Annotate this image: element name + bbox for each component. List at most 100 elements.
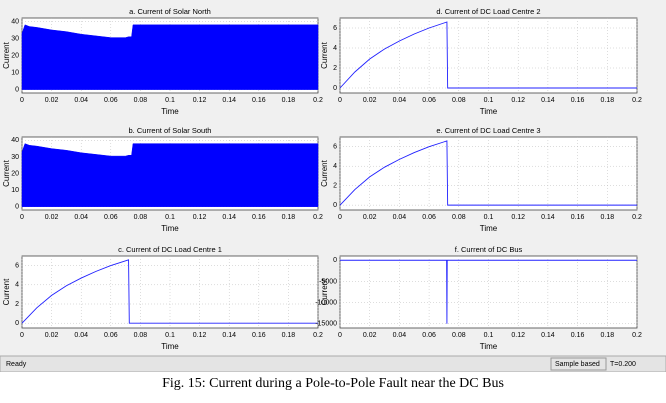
- x-tick-label: 0.04: [393, 332, 407, 339]
- x-tick-label: 0.2: [632, 332, 642, 339]
- caption: Fig. 15: Current during a Pole-to-Pole F…: [162, 376, 504, 391]
- x-tick-label: 0.14: [541, 214, 555, 221]
- x-tick-label: 0.08: [134, 97, 148, 104]
- x-tick-label: 0.12: [193, 332, 207, 339]
- x-tick-label: 0.02: [363, 97, 377, 104]
- line: [339, 140, 637, 206]
- x-tick-label: 0.04: [74, 97, 88, 104]
- x-tick-label: 0.18: [282, 97, 296, 104]
- chart-title: f. Current of DC Bus: [455, 245, 523, 254]
- x-tick-label: 0.16: [252, 332, 266, 339]
- x-tick-label: 0.02: [363, 332, 377, 339]
- x-tick-label: 0: [20, 332, 24, 339]
- y-tick-label: 30: [11, 154, 19, 161]
- x-tick-label: 0.1: [484, 97, 494, 104]
- y-axis-label: Current: [320, 278, 329, 305]
- x-tick-label: 0.08: [452, 332, 466, 339]
- x-tick-label: 0: [20, 97, 24, 104]
- y-tick-label: 0: [15, 204, 19, 211]
- x-tick-label: 0.2: [313, 332, 323, 339]
- y-tick-label: 20: [11, 170, 19, 177]
- x-tick-label: 0.06: [422, 214, 436, 221]
- x-tick-label: 0.1: [165, 214, 175, 221]
- x-axis-label: Time: [161, 107, 179, 116]
- x-tick-label: 0.06: [104, 332, 118, 339]
- y-tick-label: 4: [333, 163, 337, 170]
- x-tick-label: 0.16: [252, 97, 266, 104]
- y-tick-label: 2: [15, 301, 19, 308]
- x-tick-label: 0.02: [45, 97, 59, 104]
- x-tick-label: 0: [20, 214, 24, 221]
- chart-title: a. Current of Solar North: [129, 7, 211, 16]
- x-tick-label: 0.18: [600, 332, 614, 339]
- x-tick-label: 0.16: [571, 97, 585, 104]
- x-tick-label: 0.14: [541, 97, 555, 104]
- y-tick-label: 6: [15, 262, 19, 269]
- y-tick-label: 0: [15, 320, 19, 327]
- x-tick-label: 0.02: [45, 332, 59, 339]
- x-tick-label: 0.1: [484, 332, 494, 339]
- x-tick-label: 0.12: [511, 97, 525, 104]
- x-tick-label: 0.08: [134, 214, 148, 221]
- x-tick-label: 0.12: [193, 214, 207, 221]
- status-text: Ready: [6, 361, 27, 368]
- x-tick-label: 0.06: [104, 97, 118, 104]
- x-tick-label: 0.06: [422, 97, 436, 104]
- x-axis-label: Time: [480, 107, 498, 116]
- x-axis-label: Time: [161, 224, 179, 233]
- x-tick-label: 0.04: [393, 97, 407, 104]
- y-tick-label: -15000: [315, 321, 337, 328]
- x-tick-label: 0.1: [165, 332, 175, 339]
- y-tick-label: 4: [333, 45, 337, 52]
- x-tick-label: 0.06: [104, 214, 118, 221]
- y-tick-label: 2: [333, 65, 337, 72]
- x-tick-label: 0.18: [600, 214, 614, 221]
- y-axis-label: Current: [2, 159, 11, 186]
- y-tick-label: -10000: [315, 299, 337, 306]
- y-tick-label: 2: [333, 183, 337, 190]
- figure: Ready Sample based T=0.200 a. Current of…: [0, 0, 666, 373]
- x-tick-label: 0.14: [222, 97, 236, 104]
- x-tick-label: 0.04: [74, 214, 88, 221]
- x-tick-label: 0: [338, 214, 342, 221]
- y-tick-label: 0: [333, 257, 337, 264]
- area: [21, 24, 319, 90]
- chart-title: e. Current of DC Load Centre 3: [436, 126, 540, 135]
- chart-title: b. Current of Solar South: [129, 126, 212, 135]
- x-tick-label: 0.02: [363, 214, 377, 221]
- y-tick-label: 20: [11, 52, 19, 59]
- line: [340, 259, 637, 324]
- x-tick-label: 0.04: [74, 332, 88, 339]
- x-tick-label: 0.18: [282, 214, 296, 221]
- x-tick-label: 0: [338, 97, 342, 104]
- x-tick-label: 0.2: [313, 214, 323, 221]
- x-tick-label: 0.12: [511, 214, 525, 221]
- x-tick-label: 0.02: [45, 214, 59, 221]
- y-tick-label: 6: [333, 25, 337, 32]
- y-tick-label: 10: [11, 69, 19, 76]
- x-tick-label: 0.1: [165, 97, 175, 104]
- y-axis-label: Current: [2, 278, 11, 305]
- x-tick-label: 0.18: [282, 332, 296, 339]
- x-tick-label: 0: [338, 332, 342, 339]
- x-tick-label: 0.08: [134, 332, 148, 339]
- x-tick-label: 0.14: [541, 332, 555, 339]
- x-tick-label: 0.2: [632, 214, 642, 221]
- x-tick-label: 0.14: [222, 214, 236, 221]
- y-tick-label: 40: [11, 137, 19, 144]
- x-tick-label: 0.12: [193, 97, 207, 104]
- line: [21, 259, 318, 324]
- y-tick-label: 10: [11, 187, 19, 194]
- line: [339, 21, 637, 89]
- x-tick-label: 0.16: [252, 214, 266, 221]
- x-tick-label: 0.2: [632, 97, 642, 104]
- x-tick-label: 0.16: [571, 332, 585, 339]
- x-tick-label: 0.18: [600, 97, 614, 104]
- y-tick-label: 40: [11, 18, 19, 25]
- y-axis-label: Current: [320, 159, 329, 186]
- x-tick-label: 0.12: [511, 332, 525, 339]
- status-box: [550, 357, 607, 371]
- x-tick-label: 0.1: [484, 214, 494, 221]
- x-tick-label: 0.08: [452, 97, 466, 104]
